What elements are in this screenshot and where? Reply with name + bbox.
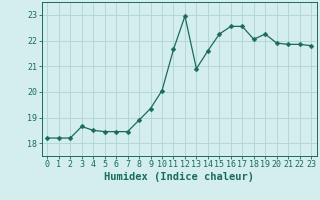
X-axis label: Humidex (Indice chaleur): Humidex (Indice chaleur) [104, 172, 254, 182]
